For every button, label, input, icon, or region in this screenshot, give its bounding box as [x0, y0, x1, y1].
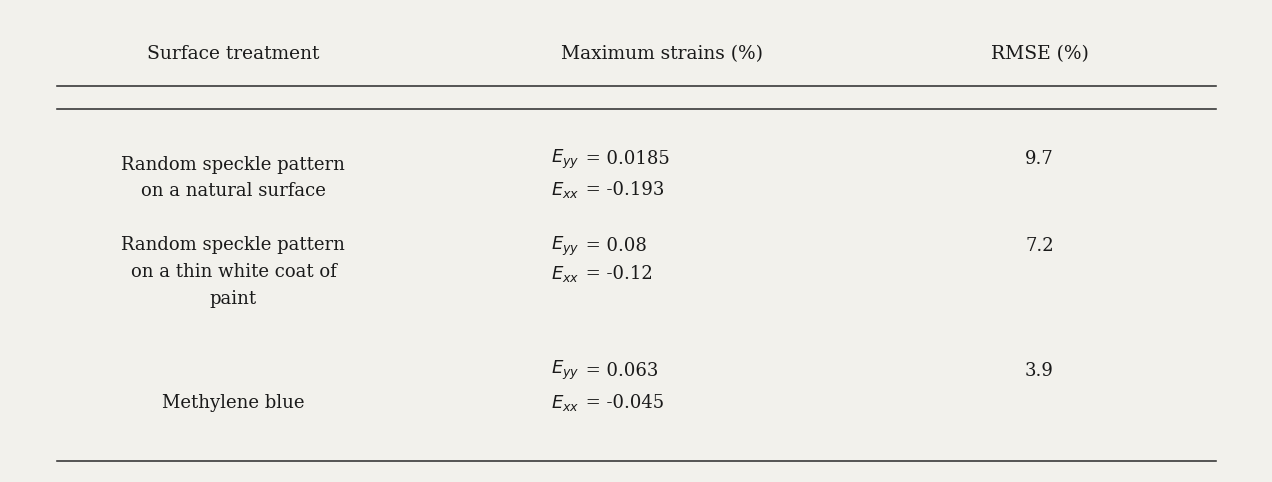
Text: on a thin white coat of: on a thin white coat of [131, 263, 336, 281]
Text: $E_{xx}$: $E_{xx}$ [551, 264, 579, 284]
Text: on a natural surface: on a natural surface [141, 182, 326, 200]
Text: Methylene blue: Methylene blue [162, 394, 304, 412]
Text: = -0.12: = -0.12 [579, 265, 653, 283]
Text: 7.2: 7.2 [1024, 237, 1053, 254]
Text: $E_{yy}$: $E_{yy}$ [551, 234, 579, 257]
Text: 9.7: 9.7 [1024, 150, 1053, 168]
Text: paint: paint [210, 289, 257, 307]
Text: = 0.063: = 0.063 [579, 361, 658, 379]
Text: RMSE (%): RMSE (%) [990, 44, 1088, 63]
Text: 3.9: 3.9 [1024, 361, 1053, 379]
Text: = -0.045: = -0.045 [579, 394, 664, 412]
Text: Maximum strains (%): Maximum strains (%) [560, 44, 762, 63]
Text: $E_{xx}$: $E_{xx}$ [551, 179, 579, 200]
Text: = -0.193: = -0.193 [579, 180, 664, 199]
Text: = 0.0185: = 0.0185 [579, 150, 669, 168]
Text: $E_{yy}$: $E_{yy}$ [551, 147, 579, 171]
Text: Random speckle pattern: Random speckle pattern [121, 155, 345, 174]
Text: Surface treatment: Surface treatment [148, 44, 319, 63]
Text: Random speckle pattern: Random speckle pattern [121, 236, 345, 254]
Text: = 0.08: = 0.08 [579, 237, 646, 254]
Text: $E_{yy}$: $E_{yy}$ [551, 358, 579, 381]
Text: $E_{xx}$: $E_{xx}$ [551, 393, 579, 413]
